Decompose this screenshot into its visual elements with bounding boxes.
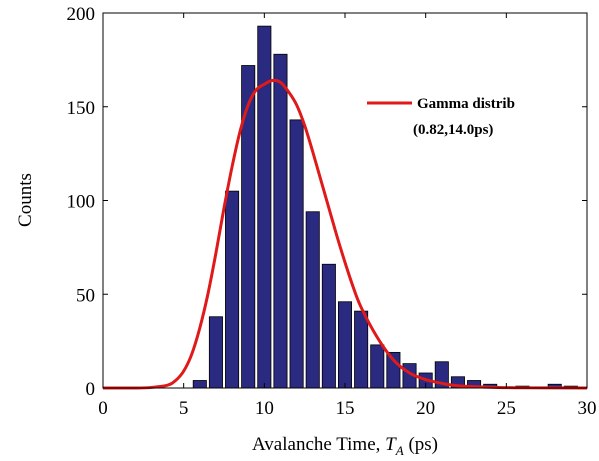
y-axis-ticks: 0 50 100 150 200 bbox=[67, 4, 587, 400]
histogram-bar bbox=[337, 301, 353, 389]
x-tick-label: 0 bbox=[98, 398, 108, 419]
y-axis-title: Counts bbox=[15, 173, 36, 227]
legend: Gamma distrib (0.82,14.0ps) bbox=[367, 96, 515, 138]
histogram-bar bbox=[225, 190, 240, 389]
x-tick-label: 15 bbox=[336, 398, 355, 419]
x-axis-title-symbol: T bbox=[385, 434, 397, 455]
histogram-bar bbox=[273, 53, 288, 389]
y-tick-label: 0 bbox=[86, 379, 96, 400]
x-tick-label: 20 bbox=[416, 398, 435, 419]
y-tick-label: 50 bbox=[76, 285, 95, 306]
histogram-bar bbox=[370, 344, 385, 389]
histogram-bar bbox=[354, 310, 369, 389]
histogram-bars bbox=[192, 25, 578, 389]
x-tick-label: 30 bbox=[578, 398, 597, 419]
x-axis-ticks: 0 5 10 15 20 25 30 bbox=[98, 13, 597, 419]
x-axis-title-unit: (ps) bbox=[404, 434, 438, 455]
histogram-bar bbox=[321, 263, 336, 389]
histogram-bar bbox=[305, 211, 320, 389]
x-axis-title-subscript: A bbox=[395, 443, 404, 458]
histogram-bar bbox=[289, 119, 304, 389]
x-axis-title: Avalanche Time, TA (ps) bbox=[252, 434, 438, 458]
x-tick-label: 10 bbox=[255, 398, 274, 419]
gamma-fit-curve bbox=[102, 78, 588, 390]
histogram-bar bbox=[208, 316, 223, 389]
y-tick-label: 100 bbox=[67, 192, 96, 213]
y-tick-label: 200 bbox=[67, 4, 96, 25]
x-tick-label: 5 bbox=[179, 398, 189, 419]
legend-label: Gamma distrib bbox=[417, 96, 515, 112]
histogram-bar bbox=[192, 380, 207, 389]
legend-params: (0.82,14.0ps) bbox=[413, 122, 493, 138]
x-axis-title-text: Avalanche Time, bbox=[252, 434, 385, 455]
x-tick-label: 25 bbox=[497, 398, 516, 419]
y-tick-label: 150 bbox=[67, 98, 96, 119]
